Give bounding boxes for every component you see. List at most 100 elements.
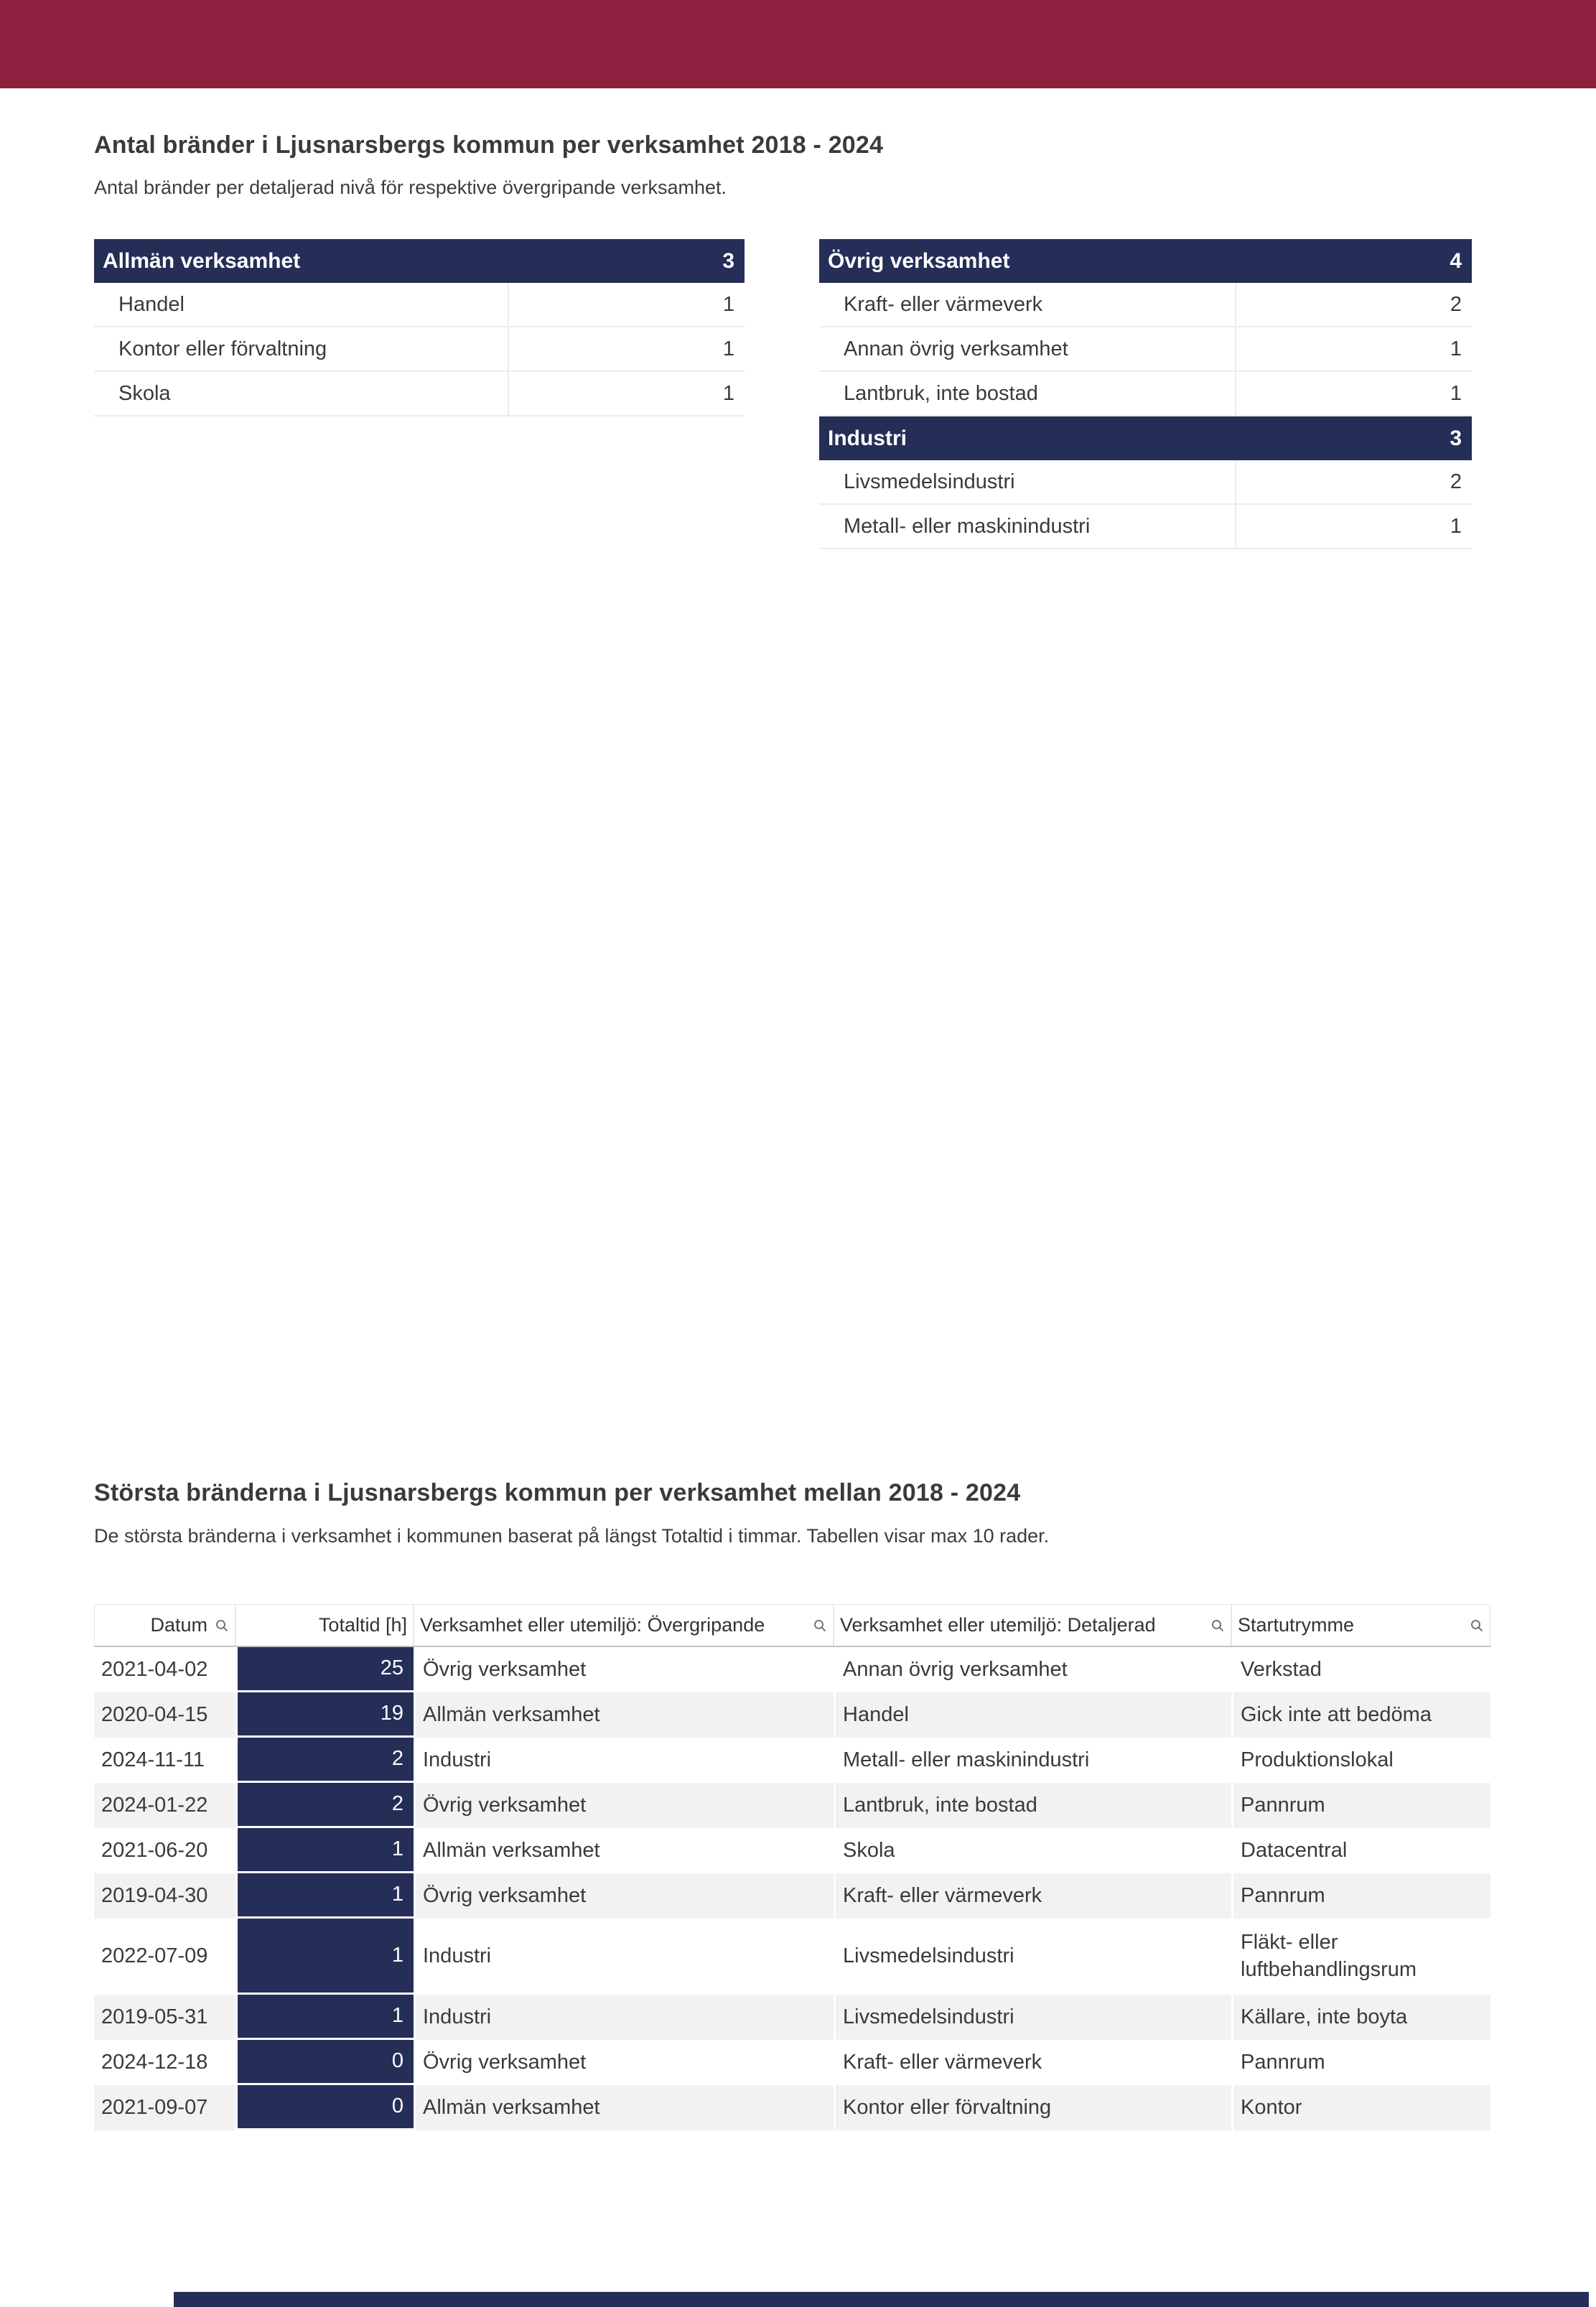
column-header-totaltid[interactable]: Totaltid [h] [235, 1604, 414, 1646]
app-header-bar [0, 0, 1596, 88]
cell-overgripande: Allmän verksamhet [414, 1828, 834, 1873]
cell-detaljerad: Livsmedelsindustri [834, 1919, 1231, 1995]
column-header-overgripande[interactable]: Verksamhet eller utemiljö: Övergripande [414, 1604, 834, 1646]
search-icon[interactable] [813, 1618, 827, 1633]
cell-totaltid-databar: 25 [235, 1647, 414, 1692]
cell-totaltid-databar: 0 [235, 2040, 414, 2085]
group-header-total: 4 [1450, 248, 1462, 273]
section2-title: Största bränderna i Ljusnarsbergs kommun… [94, 1479, 1021, 1506]
row-value: 2 [1235, 283, 1472, 326]
row-label: Lantbruk, inte bostad [844, 381, 1038, 405]
matrix-row[interactable]: Metall- eller maskinindustri 1 [819, 505, 1472, 549]
largest-fires-table: Datum Totaltid [h] Verksamhet eller utem… [94, 1604, 1490, 2130]
column-header-label: Totaltid [h] [318, 1614, 407, 1636]
cell-datum: 2024-11-11 [101, 1748, 205, 1771]
row-label: Annan övrig verksamhet [844, 337, 1068, 360]
cell-detaljerad: Skola [834, 1828, 1231, 1873]
section1-title: Antal bränder i Ljusnarsbergs kommun per… [94, 131, 884, 159]
row-label: Kraft- eller värmeverk [844, 292, 1043, 316]
cell-totaltid-databar: 19 [235, 1692, 414, 1738]
cell-datum: 2021-06-20 [101, 1838, 208, 1862]
cell-overgripande: Övrig verksamhet [414, 2040, 834, 2085]
table-row[interactable]: 2019-04-30 1 Övrig verksamhet Kraft- ell… [94, 1873, 1490, 1919]
row-value: 1 [1235, 327, 1472, 370]
cell-startutrymme: Gick inte att bedöma [1231, 1692, 1490, 1738]
group-header-total: 3 [1450, 426, 1462, 450]
table-row[interactable]: 2024-11-11 2 Industri Metall- eller mask… [94, 1738, 1490, 1783]
cell-startutrymme: Källare, inte boyta [1231, 1995, 1490, 2040]
matrix-allman-verksamhet: Allmän verksamhet 3 Handel 1 Kontor elle… [94, 239, 745, 416]
table-row[interactable]: 2019-05-31 1 Industri Livsmedelsindustri… [94, 1995, 1490, 2040]
group-header-industri[interactable]: Industri 3 [819, 416, 1472, 460]
matrix-row[interactable]: Livsmedelsindustri 2 [819, 460, 1472, 505]
column-header-label: Datum [150, 1614, 207, 1636]
cell-startutrymme: Datacentral [1231, 1828, 1490, 1873]
cell-totaltid-databar: 0 [235, 2085, 414, 2130]
column-header-detaljerad[interactable]: Verksamhet eller utemiljö: Detaljerad [834, 1604, 1231, 1646]
group-header-ovrig-verksamhet[interactable]: Övrig verksamhet 4 [819, 239, 1472, 283]
section2-subtitle: De största bränderna i verksamhet i komm… [94, 1525, 1050, 1547]
row-value: 1 [1235, 505, 1472, 548]
matrix-row[interactable]: Lantbruk, inte bostad 1 [819, 372, 1472, 416]
cell-totaltid-databar: 2 [235, 1783, 414, 1828]
cell-datum: 2024-12-18 [101, 2050, 208, 2074]
table-row[interactable]: 2021-06-20 1 Allmän verksamhet Skola Dat… [94, 1828, 1490, 1873]
cell-totaltid-databar: 1 [235, 1995, 414, 2040]
cell-overgripande: Industri [414, 1738, 834, 1783]
cell-startutrymme: Pannrum [1231, 1783, 1490, 1828]
group-header-allman-verksamhet[interactable]: Allmän verksamhet 3 [94, 239, 745, 283]
table-row[interactable]: 2024-01-22 2 Övrig verksamhet Lantbruk, … [94, 1783, 1490, 1828]
matrix-row[interactable]: Kontor eller förvaltning 1 [94, 327, 745, 372]
cell-overgripande: Övrig verksamhet [414, 1783, 834, 1828]
cell-datum: 2024-01-22 [101, 1793, 208, 1817]
cell-datum: 2020-04-15 [101, 1702, 208, 1726]
table-row[interactable]: 2024-12-18 0 Övrig verksamhet Kraft- ell… [94, 2040, 1490, 2085]
cell-startutrymme: Pannrum [1231, 1873, 1490, 1919]
cell-detaljerad: Livsmedelsindustri [834, 1995, 1231, 2040]
row-value: 2 [1235, 460, 1472, 503]
search-icon[interactable] [1470, 1618, 1484, 1633]
cell-overgripande: Industri [414, 1919, 834, 1995]
group-header-label: Övrig verksamhet [828, 248, 1010, 273]
row-value: 1 [508, 283, 745, 326]
table-row[interactable]: 2020-04-15 19 Allmän verksamhet Handel G… [94, 1692, 1490, 1738]
column-header-label: Startutrymme [1238, 1614, 1355, 1636]
cell-totaltid-databar: 1 [235, 1919, 414, 1995]
table-header-row: Datum Totaltid [h] Verksamhet eller utem… [94, 1604, 1490, 1647]
cell-startutrymme: Pannrum [1231, 2040, 1490, 2085]
column-header-label: Verksamhet eller utemiljö: Övergripande [420, 1614, 765, 1636]
section1-subtitle: Antal bränder per detaljerad nivå för re… [94, 177, 727, 198]
cell-datum: 2021-04-02 [101, 1657, 208, 1681]
column-header-label: Verksamhet eller utemiljö: Detaljerad [840, 1614, 1156, 1636]
matrix-row[interactable]: Handel 1 [94, 283, 745, 327]
row-label: Livsmedelsindustri [844, 470, 1015, 493]
cell-startutrymme: Fläkt- eller luftbehandlingsrum [1231, 1919, 1490, 1995]
row-label: Metall- eller maskinindustri [844, 514, 1091, 538]
cell-overgripande: Allmän verksamhet [414, 2085, 834, 2130]
cell-detaljerad: Kraft- eller värmeverk [834, 1873, 1231, 1919]
matrix-ovrig-industri: Övrig verksamhet 4 Kraft- eller värmever… [819, 239, 1472, 549]
matrix-row[interactable]: Kraft- eller värmeverk 2 [819, 283, 1472, 327]
column-header-startutrymme[interactable]: Startutrymme [1231, 1604, 1490, 1646]
group-header-label: Allmän verksamhet [103, 248, 301, 273]
row-label: Skola [118, 381, 171, 405]
table-row[interactable]: 2021-09-07 0 Allmän verksamhet Kontor el… [94, 2085, 1490, 2130]
row-value: 1 [508, 372, 745, 415]
group-header-label: Industri [828, 426, 907, 450]
row-label: Handel [118, 292, 185, 316]
matrix-row[interactable]: Skola 1 [94, 372, 745, 416]
row-value: 1 [508, 327, 745, 370]
table-row[interactable]: 2022-07-09 1 Industri Livsmedelsindustri… [94, 1919, 1490, 1995]
cell-detaljerad: Lantbruk, inte bostad [834, 1783, 1231, 1828]
search-icon[interactable] [215, 1618, 229, 1633]
cell-datum: 2021-09-07 [101, 2095, 208, 2119]
cell-detaljerad: Kraft- eller värmeverk [834, 2040, 1231, 2085]
cell-datum: 2019-05-31 [101, 2005, 208, 2028]
cell-detaljerad: Annan övrig verksamhet [834, 1647, 1231, 1692]
table-row[interactable]: 2021-04-02 25 Övrig verksamhet Annan övr… [94, 1647, 1490, 1692]
matrix-row[interactable]: Annan övrig verksamhet 1 [819, 327, 1472, 372]
column-header-datum[interactable]: Datum [94, 1604, 235, 1646]
row-value: 1 [1235, 372, 1472, 415]
search-icon[interactable] [1210, 1618, 1225, 1633]
